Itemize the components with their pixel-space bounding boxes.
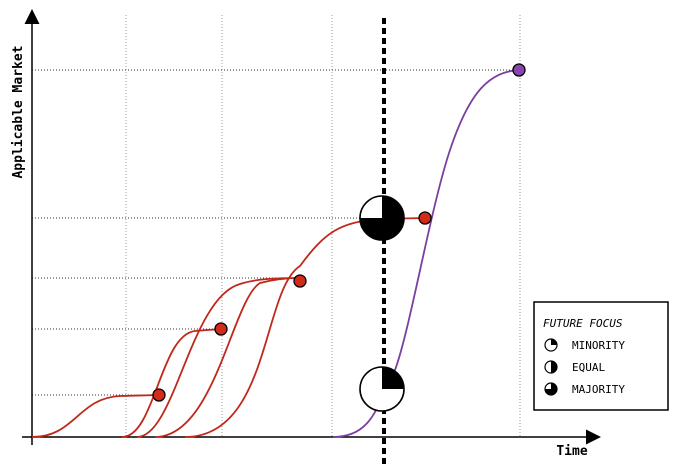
horizontal-guidelines [32,69,519,396]
y-axis-label: Applicable Market [11,45,26,178]
purple-point [512,63,526,77]
x-axis-label: Time [556,444,587,459]
red-curve-4 [154,277,301,438]
red-curve-3 [136,277,301,438]
vertical-gridlines [125,15,521,437]
red-point-1 [152,388,166,402]
red-curve-1 [31,394,160,438]
red-s-curves [31,217,426,438]
legend-label-majority: MAJORITY [572,383,625,396]
lower-focus-marker [359,366,405,412]
red-points [152,211,432,402]
legend-icon-majority-icon [544,382,558,396]
upper-focus-marker [359,195,405,241]
legend: FUTURE FOCUS MINORITY EQUAL MAJORITY [533,301,669,411]
legend-label-equal: EQUAL [572,361,605,374]
legend-icon-equal-icon [544,360,558,374]
red-curve-5 [184,217,426,438]
legend-label-minority: MINORITY [572,339,625,352]
legend-icon-minority-icon [544,338,558,352]
legend-title: FUTURE FOCUS [543,317,623,330]
red-curve-2 [121,328,222,438]
red-point-4 [418,211,432,225]
focus-markers [359,195,405,412]
red-point-3 [293,274,307,288]
red-point-2 [214,322,228,336]
